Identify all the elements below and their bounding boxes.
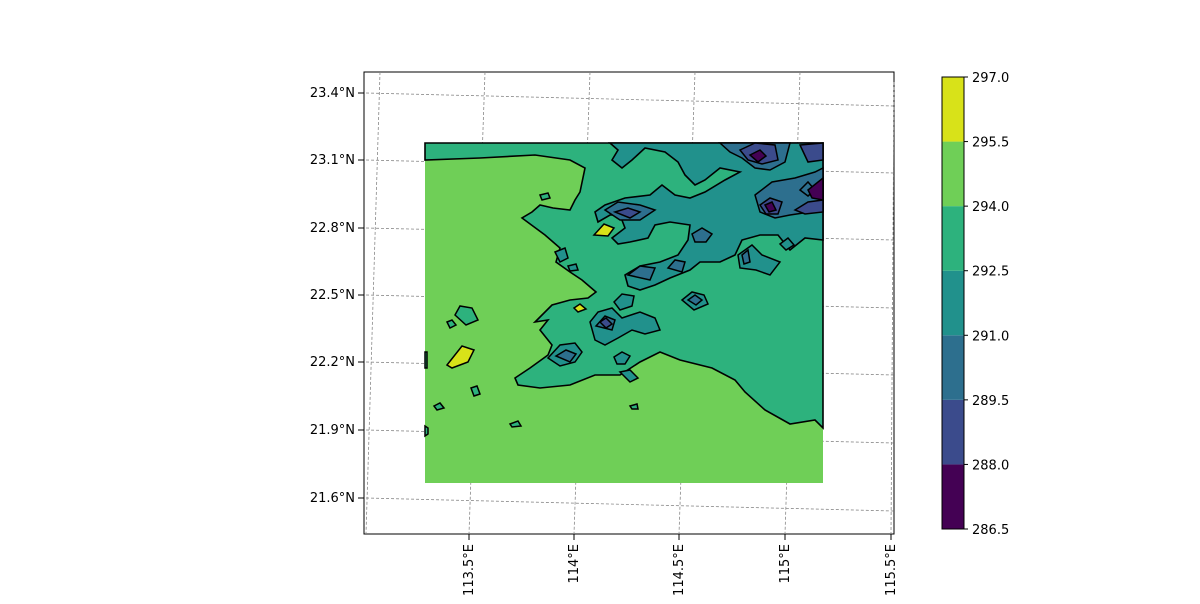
lat-label: 22.5°N xyxy=(310,288,355,303)
colorbar-tick-label: 295.5 xyxy=(972,136,1009,151)
lon-label: 115°E xyxy=(778,544,793,584)
lon-label: 115.5°E xyxy=(884,544,899,596)
contour-pocket-5 xyxy=(508,420,523,428)
lat-label: 22.8°N xyxy=(310,221,355,236)
contour-pocket-3 xyxy=(470,385,481,397)
contour-pocket-2 xyxy=(445,319,458,330)
colorbar-tick-label: 288.0 xyxy=(972,458,1009,473)
lon-label: 114.5°E xyxy=(672,544,687,596)
colorbar-segment xyxy=(942,399,964,465)
contour-field xyxy=(424,142,824,483)
colorbar-segment xyxy=(942,77,964,142)
contour-cool-10 xyxy=(741,248,751,265)
colorbar-tick-label: 294.0 xyxy=(972,200,1009,215)
contour-pocket-7 xyxy=(424,424,429,438)
contour-teal-10 xyxy=(553,246,569,264)
colorbar-segment xyxy=(942,141,964,207)
colorbar-tick-label: 291.0 xyxy=(972,329,1009,344)
colorbar-segment xyxy=(942,206,964,271)
gridline-lat-23.4 xyxy=(365,92,895,107)
colorbar-segment xyxy=(942,270,964,336)
colorbar-frame xyxy=(941,76,965,530)
contour-coldest-2 xyxy=(748,149,768,163)
contour-teal-9 xyxy=(618,369,640,383)
colorbar-tick-label: 286.5 xyxy=(972,523,1009,538)
contour-warm-3 xyxy=(572,303,588,313)
contour-teal-8 xyxy=(778,236,796,251)
contour-warm-1 xyxy=(445,345,476,369)
lat-label: 21.6°N xyxy=(310,491,355,506)
contour-teal-4 xyxy=(613,351,632,365)
colorbar-tick-label: 297.0 xyxy=(972,71,1009,86)
contour-warm-2 xyxy=(592,223,616,237)
contour-cool-6 xyxy=(691,227,714,243)
lon-label: 114°E xyxy=(567,544,582,584)
lat-label: 23.4°N xyxy=(310,86,355,101)
contour-cold-6 xyxy=(598,317,614,329)
contour-cool-8 xyxy=(554,349,578,363)
colorbar-segment xyxy=(942,335,964,400)
colorbar-tick-label: 292.5 xyxy=(972,265,1009,280)
lon-labels: 113.5°E 114°E 114.5°E 115°E 115.5°E xyxy=(462,534,899,596)
lat-label: 23.1°N xyxy=(310,153,355,168)
contour-teal-5 xyxy=(613,293,635,311)
contour-band-291-292.5 xyxy=(594,142,824,291)
colorbar-tick-label: 289.5 xyxy=(972,394,1009,409)
lat-label: 22.2°N xyxy=(310,355,355,370)
gridline-lat-21.6 xyxy=(365,497,895,512)
gridline-lon-115.5 xyxy=(890,81,895,535)
lat-label: 21.9°N xyxy=(310,423,355,438)
contour-cool-4 xyxy=(626,265,657,281)
colorbar: 286.5 288.0 289.5 291.0 292.5 294.0 295.5 297.0 xyxy=(941,71,1009,538)
contour-teal-11 xyxy=(566,263,580,272)
contour-pocket-9 xyxy=(628,403,639,410)
contour-coldest-3 xyxy=(763,201,778,213)
gridline-lon-113 xyxy=(365,71,381,535)
contour-pocket-6 xyxy=(538,192,552,201)
contour-pocket-4 xyxy=(432,402,446,411)
contour-pocket-8 xyxy=(424,351,428,369)
contour-cold-5 xyxy=(612,207,642,219)
contour-pocket-1 xyxy=(454,305,480,326)
contour-cool-5 xyxy=(666,259,686,273)
lon-label: 113.5°E xyxy=(462,544,477,596)
contour-cool-9 xyxy=(686,294,704,306)
contour-cold-3 xyxy=(798,142,824,163)
colorbar-segment xyxy=(942,464,964,529)
lat-labels: 23.4°N 23.1°N 22.8°N 22.5°N 22.2°N 21.9°… xyxy=(310,86,364,506)
contour-coldest-1 xyxy=(807,176,824,201)
contour-cold-4 xyxy=(793,199,824,215)
